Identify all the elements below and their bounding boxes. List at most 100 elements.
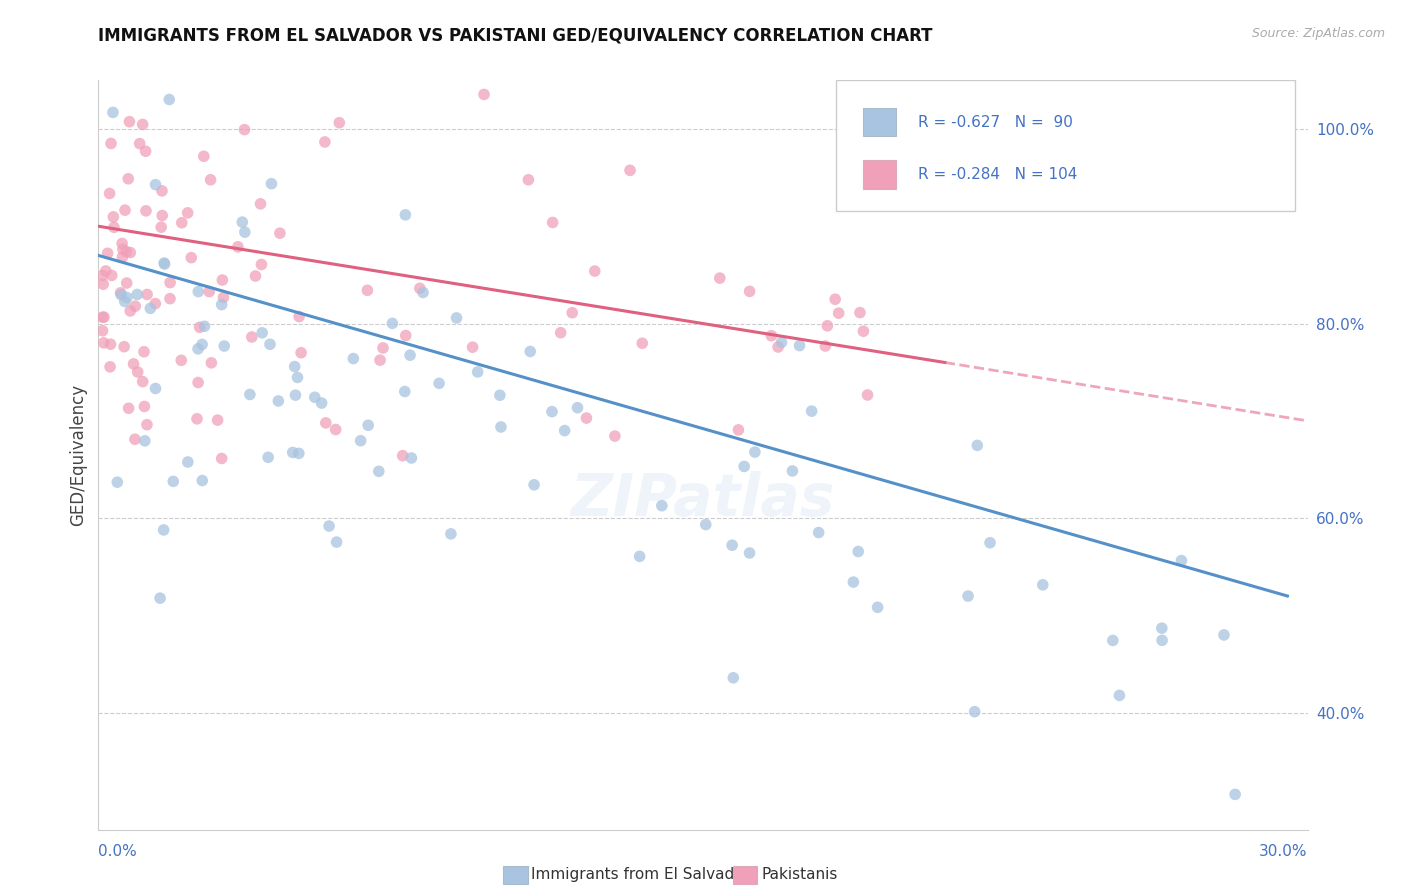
Point — [135, 203, 157, 218]
Point — [231, 215, 253, 229]
Point — [284, 359, 307, 374]
Point — [395, 328, 418, 343]
Point — [193, 319, 215, 334]
Point — [440, 527, 463, 541]
Point — [446, 310, 468, 325]
Point — [187, 342, 209, 356]
Point — [461, 340, 484, 354]
Point — [651, 499, 673, 513]
Point — [489, 388, 512, 402]
Point — [288, 310, 311, 324]
Point — [117, 401, 139, 416]
Point — [212, 339, 235, 353]
Point — [93, 310, 115, 325]
Point — [159, 276, 181, 290]
Point — [738, 546, 761, 560]
Point — [91, 268, 114, 283]
Point — [963, 705, 986, 719]
Y-axis label: GED/Equivalency: GED/Equivalency — [69, 384, 87, 526]
Point — [766, 340, 789, 354]
Point — [849, 305, 872, 319]
Point — [91, 324, 114, 338]
Point — [619, 163, 641, 178]
Point — [111, 243, 134, 257]
Point — [103, 210, 125, 224]
Point — [157, 93, 180, 107]
Point — [250, 326, 273, 340]
Point — [259, 337, 281, 351]
Point — [852, 324, 875, 338]
Point — [1032, 578, 1054, 592]
Point — [1213, 628, 1236, 642]
Point — [97, 246, 120, 260]
Point — [288, 446, 311, 460]
Text: Immigrants from El Salvador: Immigrants from El Salvador — [531, 867, 751, 882]
Point — [489, 420, 512, 434]
Point — [412, 285, 434, 300]
Point — [153, 256, 176, 270]
Point — [120, 304, 142, 318]
Point — [828, 306, 851, 320]
Point — [115, 291, 138, 305]
Text: ZIPatlas: ZIPatlas — [571, 471, 835, 528]
Point — [856, 388, 879, 402]
Point — [824, 292, 846, 306]
Point — [94, 264, 117, 278]
Point — [394, 208, 416, 222]
Point — [211, 451, 233, 466]
Point — [257, 450, 280, 465]
Point — [979, 535, 1001, 549]
Point — [727, 423, 749, 437]
Text: R = -0.284   N = 104: R = -0.284 N = 104 — [918, 167, 1077, 182]
Point — [603, 429, 626, 443]
Point — [1150, 621, 1173, 635]
Point — [105, 475, 128, 490]
Point — [112, 340, 135, 354]
Point — [145, 178, 167, 192]
Point — [170, 353, 193, 368]
Point — [122, 357, 145, 371]
Point — [188, 320, 211, 334]
Point — [91, 277, 114, 292]
Point — [127, 365, 149, 379]
Point — [567, 401, 589, 415]
Point — [631, 336, 654, 351]
Point — [135, 145, 157, 159]
Point — [357, 418, 380, 433]
Point — [177, 455, 200, 469]
Point — [541, 215, 564, 229]
Point — [249, 197, 271, 211]
Point — [143, 296, 166, 310]
FancyBboxPatch shape — [837, 80, 1295, 211]
Point — [866, 600, 889, 615]
Point — [153, 257, 176, 271]
Point — [401, 450, 423, 465]
Point — [371, 341, 394, 355]
Point — [523, 478, 546, 492]
Point — [233, 122, 256, 136]
Point — [575, 411, 598, 425]
Point — [101, 105, 124, 120]
Point — [186, 412, 208, 426]
Point — [131, 375, 153, 389]
Point — [325, 423, 347, 437]
Point — [200, 173, 222, 187]
Point — [311, 396, 333, 410]
Point — [240, 330, 263, 344]
Point — [583, 264, 606, 278]
Text: Pakistanis: Pakistanis — [761, 867, 838, 882]
Point — [761, 328, 783, 343]
Point — [200, 356, 222, 370]
Point — [966, 438, 988, 452]
Point — [134, 434, 156, 448]
Bar — [734, 865, 758, 884]
Point — [957, 589, 980, 603]
Point — [136, 287, 159, 301]
Point — [517, 173, 540, 187]
Point — [191, 337, 214, 351]
Point — [145, 381, 167, 395]
Point — [120, 245, 142, 260]
Point — [328, 116, 350, 130]
Point — [207, 413, 229, 427]
Point — [226, 240, 249, 254]
